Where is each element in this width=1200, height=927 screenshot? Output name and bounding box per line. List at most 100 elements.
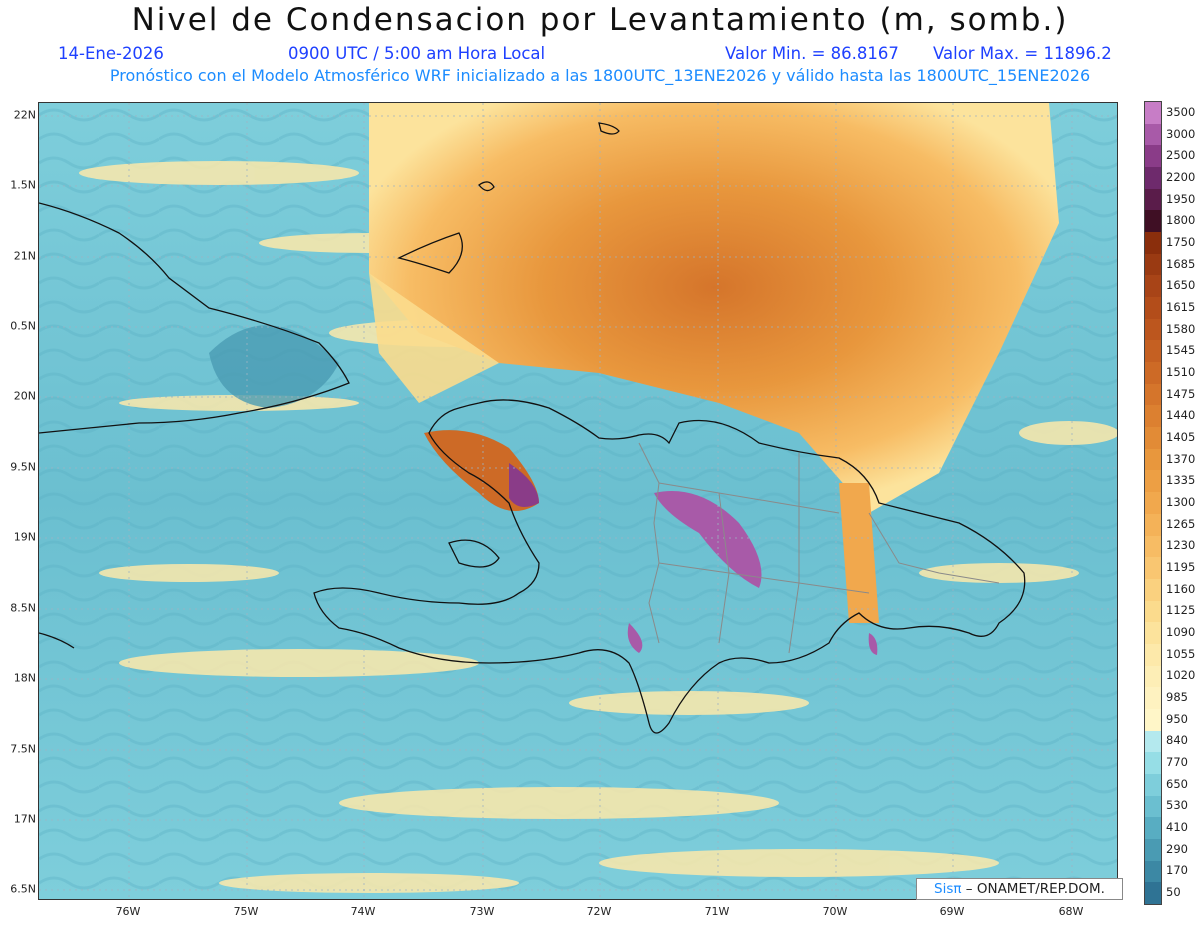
colorbar-label: 650: [1166, 776, 1188, 791]
lat-label: 0.5N: [10, 319, 36, 333]
lon-label: 75W: [233, 905, 259, 918]
colorbar-cell: [1145, 188, 1161, 211]
haiti-nw-peak: [509, 463, 539, 507]
colorbar-cell: [1145, 773, 1161, 797]
colorbar-cell: [1145, 882, 1161, 905]
colorbar-label: 1580: [1166, 321, 1196, 336]
colorbar-cell: [1145, 795, 1161, 818]
colorbar-cell: [1145, 405, 1161, 428]
credit-org: – ONAMET/REP.DOM.: [965, 881, 1105, 897]
value-min: Valor Min. = 86.8167: [725, 44, 899, 63]
colorbar-cell: [1145, 817, 1161, 840]
colorbar-cell: [1145, 492, 1161, 515]
colorbar-label: 1800: [1166, 213, 1196, 228]
colorbar-cell: [1145, 362, 1161, 385]
colorbar-cell: [1145, 253, 1161, 276]
colorbar-label: 1510: [1166, 364, 1196, 379]
value-max: Valor Max. = 11896.2: [933, 44, 1112, 63]
colorbar-cell: [1145, 535, 1161, 558]
colorbar-label: 1335: [1166, 473, 1196, 488]
colorbar-label: 1195: [1166, 560, 1196, 575]
cordillera-central-peak: [654, 491, 762, 588]
colorbar-label: 1125: [1166, 603, 1196, 618]
colorbar-cell: [1145, 145, 1161, 168]
lat-label: 20N: [13, 389, 36, 403]
colorbar-label: 2500: [1166, 148, 1196, 163]
colorbar-label: 2200: [1166, 169, 1196, 184]
colorbar-cell: [1145, 838, 1161, 862]
colorbar-cell: [1145, 318, 1161, 341]
colorbar-cell: [1145, 557, 1161, 580]
lon-label: 69W: [939, 905, 965, 918]
colorbar-label: 840: [1166, 733, 1188, 748]
colorbar-label: 3000: [1166, 126, 1196, 141]
dry-air-fringe: [369, 273, 499, 403]
hispaniola-coast: [313, 399, 1026, 734]
colorbar-cell: [1145, 232, 1161, 255]
colorbar-cell: [1145, 687, 1161, 710]
cuba-moist-area: [209, 325, 339, 408]
forecast-time: 0900 UTC / 5:00 am Hora Local: [288, 44, 546, 63]
colorbar-cell: [1145, 470, 1161, 493]
sierra-de-bahoruco-peak: [627, 623, 643, 653]
colorbar-cell: [1145, 730, 1161, 753]
lon-label: 72W: [586, 905, 612, 918]
colorbar-label: 770: [1166, 755, 1188, 770]
credit-box: Sisπ – ONAMET/REP.DOM.: [916, 878, 1123, 900]
cuba-coast: [39, 202, 350, 434]
lon-label: 73W: [469, 905, 495, 918]
province-borders: [638, 442, 1000, 654]
colorbar-label: 1055: [1166, 646, 1196, 661]
colorbar-label: 1615: [1166, 299, 1196, 314]
forecast-date: 14-Ene-2026: [58, 44, 164, 63]
colorbar-label: 1750: [1166, 234, 1196, 249]
lat-label: 22N: [13, 108, 36, 122]
colorbar-cell: [1145, 123, 1161, 146]
colorbar-cell: [1145, 297, 1161, 320]
map-canvas: [39, 103, 1117, 899]
colorbar-cell: [1145, 383, 1161, 406]
lat-label: 7.5N: [10, 742, 36, 756]
lat-label: 1.5N: [10, 178, 36, 192]
lat-label: 18N: [13, 671, 36, 685]
island-coast: [478, 181, 495, 192]
colorbar-cell: [1145, 167, 1161, 190]
colorbar-label: 3500: [1166, 104, 1196, 119]
east-peak: [868, 633, 878, 655]
lon-label: 70W: [822, 905, 848, 918]
colorbar-cell: [1145, 578, 1161, 602]
lat-label: 17N: [13, 812, 36, 826]
colorbar-cell: [1145, 210, 1161, 233]
colorbar-label: 1545: [1166, 343, 1196, 358]
colorbar-cell: [1145, 427, 1161, 450]
colorbar-label: 985: [1166, 690, 1188, 705]
colorbar-label: 1950: [1166, 191, 1196, 206]
colorbar-label: 1160: [1166, 581, 1196, 596]
colorbar-cell: [1145, 600, 1161, 623]
credit-logo-text: Sisπ: [934, 881, 962, 897]
colorbar-label: 1230: [1166, 538, 1196, 553]
lcl-map: [38, 102, 1118, 900]
colorbar-label: 1370: [1166, 451, 1196, 466]
colorbar-cell: [1145, 275, 1161, 298]
lon-label: 74W: [350, 905, 376, 918]
graticule: [39, 103, 1117, 899]
colorbar-label: 50: [1166, 885, 1181, 900]
colorbar-cell: [1145, 102, 1161, 125]
colorbar-label: 1685: [1166, 256, 1196, 271]
lat-label: 9.5N: [10, 460, 36, 474]
dry-air-region: [369, 103, 1059, 513]
colorbar-cell: [1145, 513, 1161, 536]
colorbar-label: 170: [1166, 863, 1188, 878]
colorbar-cell: [1145, 665, 1161, 688]
model-info: Pronóstico con el Modelo Atmosférico WRF…: [109, 66, 1091, 85]
colorbar-label: 410: [1166, 820, 1188, 835]
colorbar-cell: [1145, 860, 1161, 883]
colorbar-cell: [1145, 643, 1161, 667]
colorbar-cell: [1145, 622, 1161, 645]
jamaica-coast: [39, 632, 75, 649]
map-title: Nivel de Condensacion por Levantamiento …: [131, 2, 1069, 38]
lat-label: 21N: [13, 249, 36, 263]
colorbar-label: 530: [1166, 798, 1188, 813]
colorbar: [1144, 101, 1162, 905]
